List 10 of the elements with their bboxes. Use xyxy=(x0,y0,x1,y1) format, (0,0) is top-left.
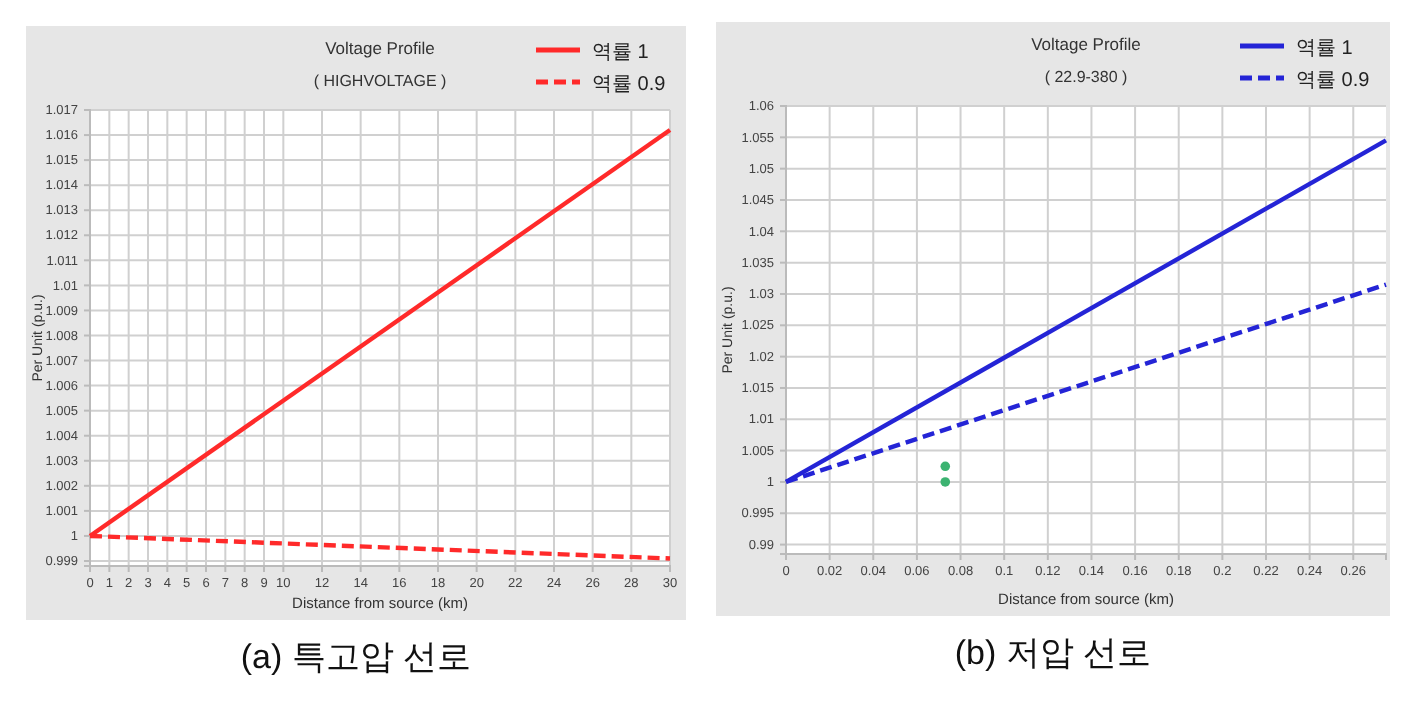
legend-label: 역률 1 xyxy=(1296,38,1354,60)
chart-subtitle: ( 22.9-380 ) xyxy=(1044,68,1129,86)
legend-label: 역률 0.9 xyxy=(592,74,667,96)
text: (a) 특고압 선로 xyxy=(240,638,472,676)
legend-label: 역률 0.9 xyxy=(1296,70,1371,92)
chart-subtitle: ( HIGHVOLTAGE ) xyxy=(313,72,448,90)
legend-label: 역률 1 xyxy=(592,42,650,64)
text: (b) 저압 선로 xyxy=(954,634,1152,672)
chart-title: Voltage Profile xyxy=(325,38,436,58)
chart-title: Voltage Profile xyxy=(1031,34,1142,54)
